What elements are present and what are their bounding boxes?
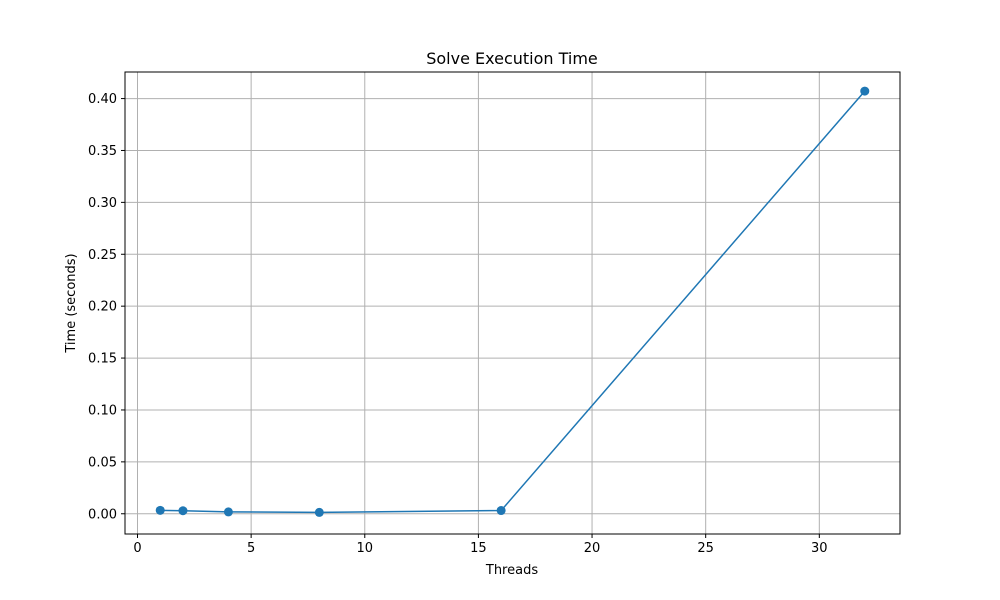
data-point (155, 505, 165, 515)
y-tick-label: 0.30 (88, 196, 117, 211)
grid-lines (125, 72, 900, 534)
y-tick-label: 0.35 (88, 144, 117, 159)
data-point (496, 506, 506, 516)
x-tick-label: 20 (584, 541, 601, 556)
y-tick-label: 0.10 (88, 403, 117, 418)
x-tick-label: 15 (470, 541, 487, 556)
x-tick-label: 10 (356, 541, 373, 556)
plot-area-frame (124, 71, 901, 535)
y-tick-label: 0.20 (88, 300, 117, 315)
x-axis-label: Threads (485, 563, 538, 578)
x-tick-label: 30 (811, 541, 828, 556)
y-tick-label: 0.00 (88, 507, 117, 522)
axis-ticks: 0 5 10 15 20 25 30 0.00 0.05 0.10 0.15 0.20 0.25 0.30… (88, 92, 828, 556)
y-tick-label: 0.40 (88, 92, 117, 107)
data-point (178, 506, 188, 516)
y-axis-label: Time (seconds) (64, 253, 79, 353)
y-tick-label: 0.05 (88, 455, 117, 470)
data-point (314, 507, 324, 517)
chart-title: Solve Execution Time (426, 49, 598, 68)
series-layer (155, 86, 870, 517)
data-point (223, 507, 233, 517)
data-point (860, 86, 870, 96)
y-tick-label: 0.25 (88, 248, 117, 263)
y-tick-label: 0.15 (88, 352, 117, 367)
x-tick-label: 5 (247, 541, 255, 556)
x-tick-label: 0 (133, 541, 141, 556)
x-tick-label: 25 (697, 541, 714, 556)
